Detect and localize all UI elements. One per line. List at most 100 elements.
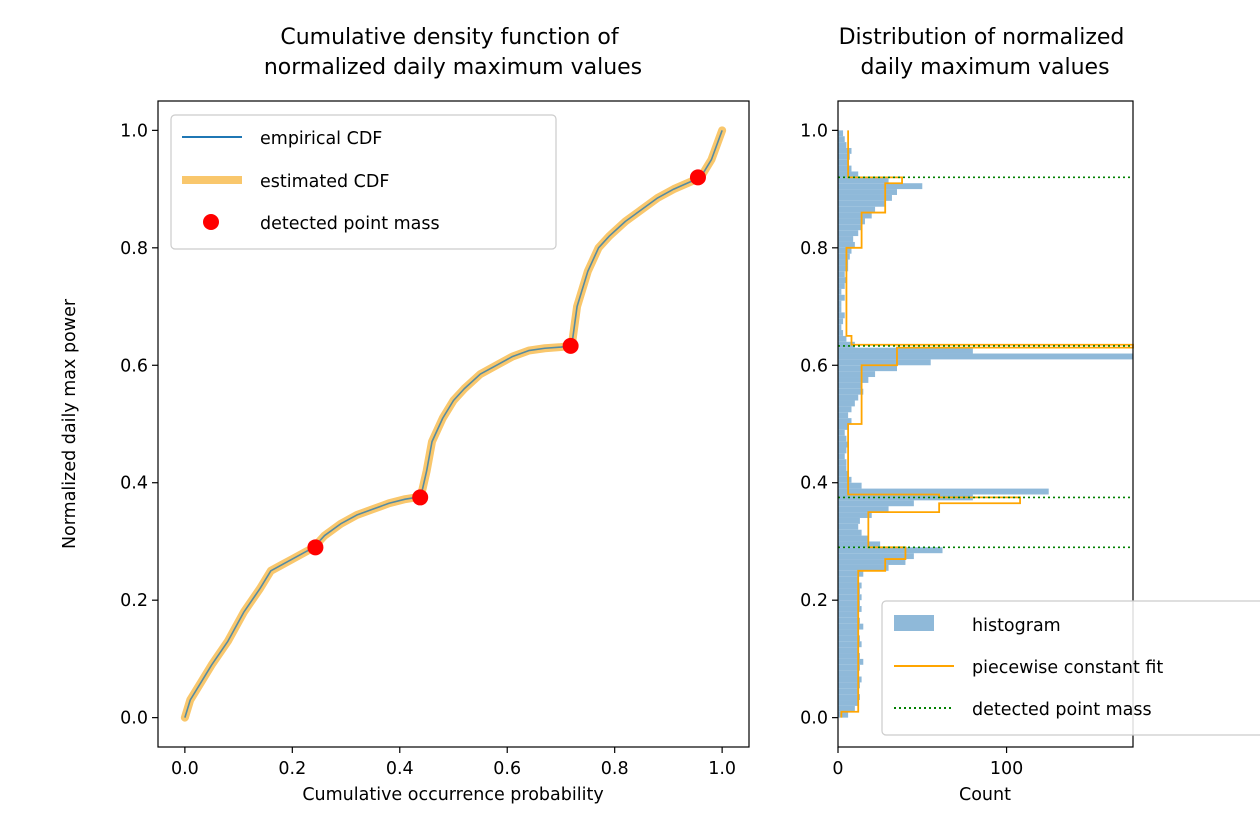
- histogram-bar: [838, 412, 849, 419]
- histogram-bar: [838, 277, 847, 284]
- histogram-bar: [838, 330, 844, 336]
- hist-plot-area: 0 100 0.0 0.2 0.4 0.6 0.8 1.0: [800, 100, 1134, 779]
- point-mass-marker: [689, 169, 706, 186]
- legend-label-empirical-cdf: empirical CDF: [260, 129, 382, 149]
- histogram-bar: [838, 488, 1049, 495]
- histogram-bar: [838, 388, 864, 395]
- empirical-cdf-line: [184, 130, 723, 718]
- histogram-bar: [838, 553, 914, 560]
- histogram-bar: [838, 647, 859, 654]
- histogram-bar: [838, 265, 849, 272]
- histogram-bar: [838, 700, 859, 706]
- histogram-bar: [838, 212, 872, 219]
- histogram-bar: [838, 183, 923, 190]
- histogram-bar: [838, 200, 886, 207]
- histogram-bar: [838, 341, 855, 348]
- histogram-bar: [838, 476, 852, 483]
- histogram-bar: [838, 523, 859, 530]
- cdf-title-line-1: Cumulative density function of: [280, 25, 620, 50]
- histogram-bar: [838, 653, 860, 659]
- histogram-bar: [838, 482, 862, 489]
- histogram-bar: [838, 194, 892, 201]
- legend-swatch-histogram: [894, 615, 934, 631]
- histogram-bar: [838, 206, 876, 213]
- histogram-bar: [838, 288, 842, 295]
- histogram-bar: [838, 588, 860, 595]
- hist-legend: histogram piecewise constant fit detecte…: [881, 600, 1260, 736]
- histogram-bar: [838, 189, 897, 195]
- histogram-bar: [838, 441, 849, 448]
- histogram-bar: [838, 682, 860, 689]
- point-mass-marker: [307, 539, 324, 556]
- histogram-bar: [838, 236, 854, 242]
- histogram-bar: [838, 224, 862, 231]
- histogram-bar: [838, 535, 869, 542]
- histogram-bar: [838, 453, 845, 460]
- legend-swatch-point-mass: [203, 214, 219, 230]
- histogram-bar: [838, 623, 864, 630]
- cdf-x-tick-label: 0.0: [171, 759, 199, 779]
- histogram-bar: [838, 300, 842, 307]
- hist-x-tick-label: 0: [832, 759, 843, 779]
- cdf-title: Cumulative density function of normalize…: [264, 25, 642, 80]
- hist-title: Distribution of normalized daily maximum…: [839, 25, 1132, 80]
- histogram-bar: [838, 259, 849, 266]
- histogram-bar: [838, 271, 845, 278]
- histogram-bar: [838, 306, 842, 313]
- histogram-bar: [838, 294, 845, 301]
- histogram-bar: [838, 429, 845, 436]
- histogram-bar: [838, 512, 872, 518]
- histogram-bar: [838, 594, 862, 601]
- cdf-y-axis-label: Normalized daily max power: [60, 298, 80, 549]
- cdf-legend: empirical CDF estimated CDF detected poi…: [170, 114, 557, 250]
- legend-label-histogram: histogram: [972, 616, 1061, 636]
- cdf-y-tick-label: 0.4: [120, 474, 148, 494]
- legend-label-piecewise-fit: piecewise constant fit: [972, 658, 1163, 678]
- cdf-plot-area: 0.0 0.2 0.4 0.6 0.8 1.0 0.0 0.2 0.4 0.6 0.8 1.0: [120, 100, 750, 779]
- cdf-y-tick-label: 0.6: [120, 356, 148, 376]
- histogram-bar: [838, 465, 847, 471]
- histogram-bar: [838, 324, 842, 331]
- hist-title-line-1: Distribution of normalized: [839, 25, 1125, 50]
- cdf-x-tick-label: 0.6: [493, 759, 521, 779]
- histogram-bar: [838, 688, 859, 695]
- legend-label-hist-point-mass: detected point mass: [972, 700, 1152, 720]
- histogram-bar: [838, 130, 844, 137]
- histogram-bar: [838, 600, 860, 607]
- cdf-y-tick-label: 1.0: [120, 121, 148, 141]
- histogram-bar: [838, 136, 845, 143]
- histogram-bar: [838, 629, 859, 636]
- histogram-bar: [838, 582, 862, 589]
- histogram-bar: [838, 177, 889, 184]
- cdf-y-tick-label: 0.8: [120, 239, 148, 259]
- histogram-bar: [838, 641, 862, 648]
- histogram-bar: [838, 541, 881, 548]
- histogram-bar: [838, 506, 889, 513]
- histogram-bar: [838, 435, 847, 442]
- histogram-bar: [838, 547, 943, 554]
- histogram-bar: [838, 576, 859, 583]
- histogram-bar: [838, 459, 847, 466]
- hist-y-tick-label: 0.0: [800, 709, 828, 729]
- histogram-bar: [838, 658, 864, 665]
- histogram-bar: [838, 635, 860, 642]
- histogram-bar: [838, 147, 852, 154]
- histogram-bar: [838, 347, 973, 354]
- histogram-bar: [838, 335, 847, 342]
- cdf-y-tick-label: 0.2: [120, 591, 148, 611]
- point-mass-marker: [412, 489, 429, 506]
- histogram-bar: [838, 165, 852, 172]
- hist-x-axis-label: Count: [959, 785, 1011, 805]
- histogram-bar: [838, 253, 850, 260]
- histogram-bar: [838, 230, 859, 237]
- histogram-bar: [838, 312, 845, 319]
- histogram-bar: [838, 559, 906, 565]
- histogram-bar: [838, 694, 860, 701]
- histogram-bar: [838, 218, 865, 225]
- cdf-y-tick-label: 0.0: [120, 709, 148, 729]
- point-mass-marker: [562, 337, 579, 354]
- histogram-axes: Distribution of normalized daily maximum…: [800, 25, 1260, 805]
- histogram-bar: [838, 241, 855, 248]
- histogram-bar: [838, 353, 1133, 360]
